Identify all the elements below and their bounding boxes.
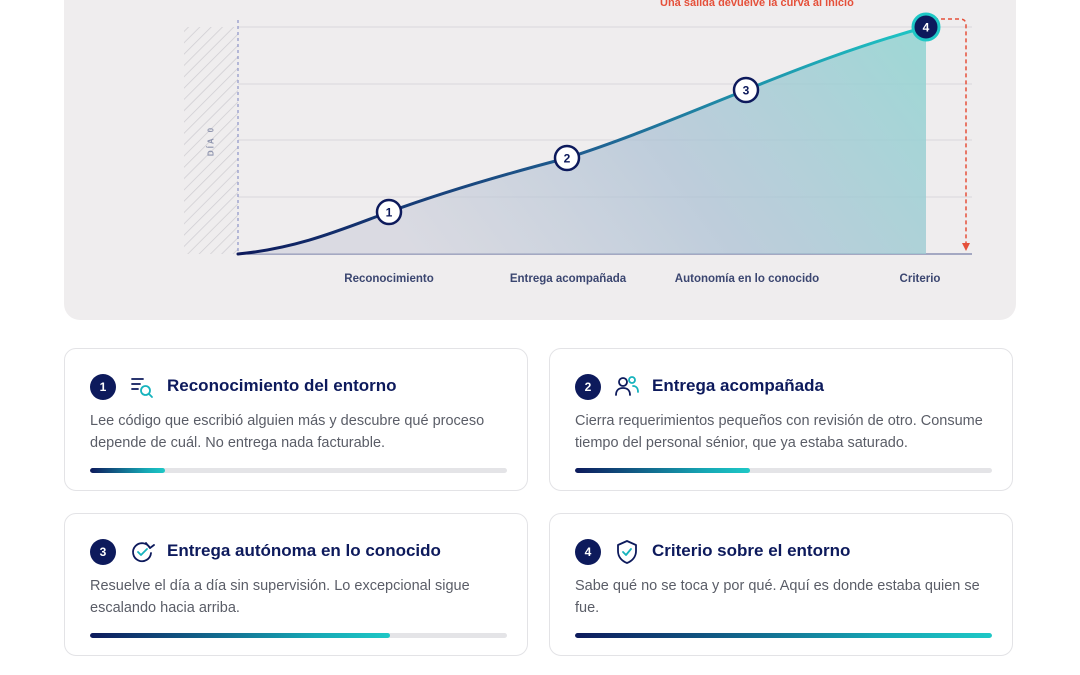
- progress-track: [575, 633, 992, 638]
- card-description: Cierra requerimientos pequeños con revis…: [575, 413, 983, 451]
- stage-marker-1: 1: [375, 198, 403, 226]
- curve-area: [238, 27, 926, 254]
- card-description: Lee código que escribió alguien más y de…: [90, 413, 485, 451]
- progress-track: [90, 633, 507, 638]
- exit-note: Una salida devuelve la curva al inicio: [660, 0, 854, 9]
- card-title: Entrega autónoma en lo conocido: [167, 541, 441, 560]
- day-zero-hatched-area: [184, 27, 238, 254]
- learning-curve-diagram: 1 2 3 4: [184, 12, 972, 256]
- svg-text:2: 2: [564, 152, 571, 166]
- shield-check-icon: [617, 540, 637, 564]
- stage-marker-4: 4: [911, 12, 941, 42]
- card-title: Reconocimiento del entorno: [167, 376, 397, 395]
- progress-fill: [90, 633, 391, 638]
- progress-track: [90, 468, 507, 473]
- stage-label-reconocimiento: Reconocimiento: [344, 273, 434, 285]
- progress-fill: [575, 633, 992, 638]
- day-zero-label: DÍA 0: [206, 125, 216, 157]
- stage-number-badge: 3: [90, 539, 116, 565]
- progress-fill: [90, 468, 166, 473]
- list-search-icon: [131, 378, 153, 398]
- progress-fill: [575, 468, 751, 473]
- stage-number-badge: 2: [575, 374, 601, 400]
- card-title: Entrega acompañada: [652, 376, 824, 395]
- svg-text:1: 1: [386, 206, 393, 220]
- stage-label-autonomia: Autonomía en lo conocido: [674, 273, 820, 285]
- stage-marker-3: 3: [732, 76, 760, 104]
- refresh-check-icon: [132, 542, 155, 563]
- card-title: Criterio sobre el entorno: [652, 541, 851, 560]
- stage-label-entrega-acompanada: Entrega acompañada: [509, 273, 627, 285]
- stage-number-badge: 4: [575, 539, 601, 565]
- stage-marker-2: 2: [553, 144, 581, 172]
- svg-text:4: 4: [923, 21, 930, 35]
- exit-arrow-head: [962, 243, 970, 251]
- people-icon: [615, 376, 639, 396]
- card-description: Resuelve el día a día sin supervisión. L…: [90, 578, 470, 616]
- stage-card-3: 3 Entrega autónoma en lo conocido Resuel…: [64, 513, 528, 656]
- card-description: Sabe qué no se toca y por qué. Aquí es d…: [575, 578, 980, 616]
- stage-number-badge: 1: [90, 374, 116, 400]
- stage-card-4: 4 Criterio sobre el entorno Sabe qué no …: [549, 513, 1013, 656]
- progress-track: [575, 468, 992, 473]
- svg-text:3: 3: [743, 84, 750, 98]
- stage-card-2: 2 Entrega acompañada Cierra requerimient…: [549, 348, 1013, 491]
- exit-return-arrow: [934, 18, 967, 244]
- stage-label-criterio: Criterio: [899, 273, 941, 285]
- stage-card-1: 1 Reconocimiento del entorno Lee código …: [64, 348, 528, 491]
